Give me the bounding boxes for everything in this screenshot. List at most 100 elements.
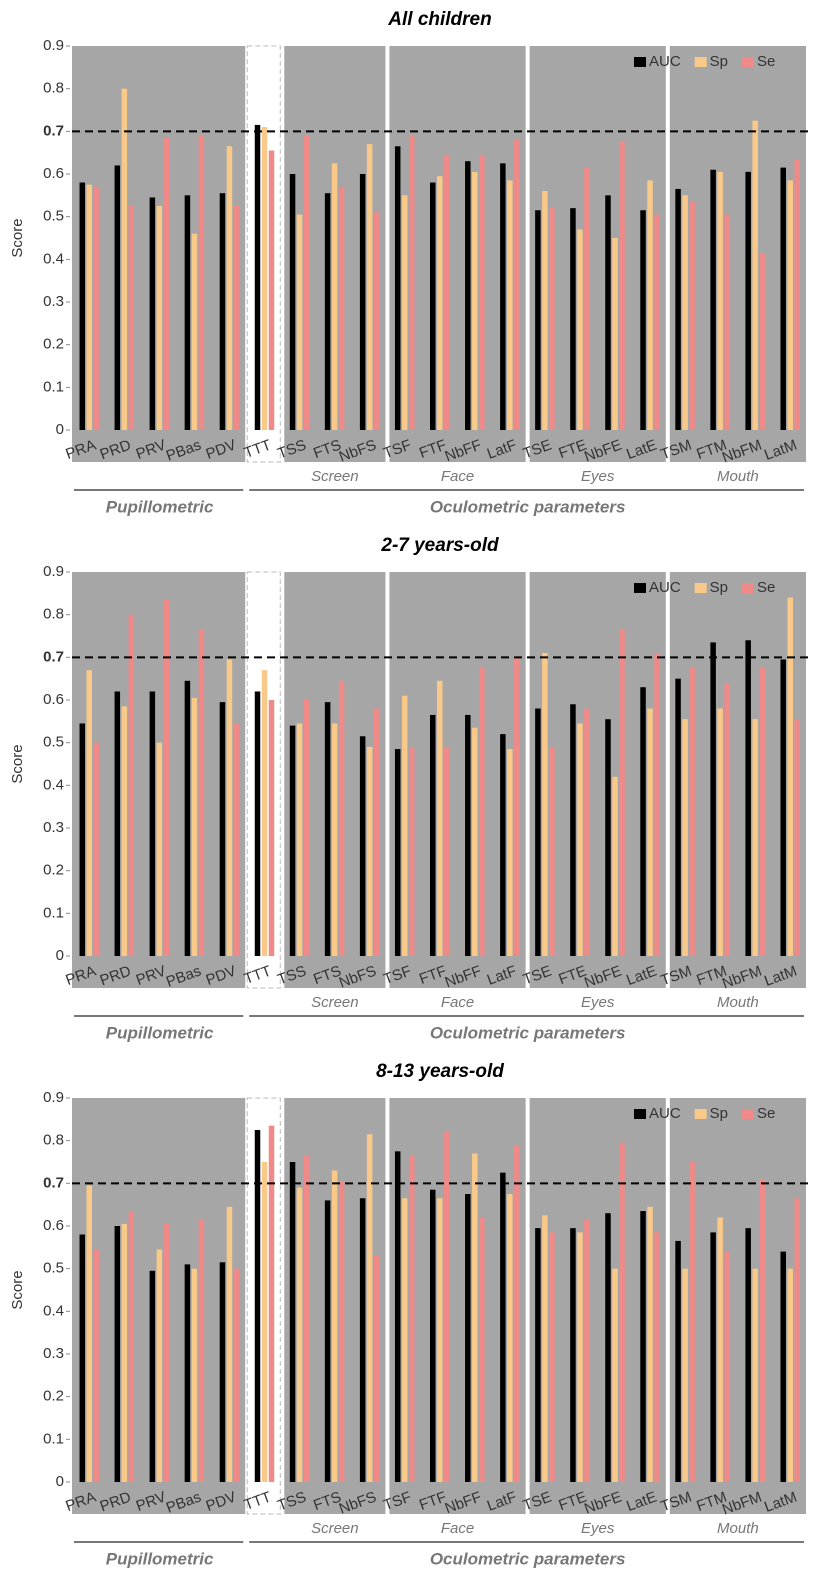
bar [296,723,303,956]
bar [479,154,485,431]
group-label: Mouth [717,1520,759,1537]
y-tick-label: 0.5 [43,208,64,225]
y-tick-label: 0.1 [43,378,64,395]
bar [359,736,366,956]
bar [233,723,240,956]
bar [184,195,191,430]
bar [710,642,716,956]
bar [514,1144,520,1482]
bar [226,1206,233,1482]
bar [472,171,478,430]
bar [233,1268,240,1482]
legend-swatch [694,583,707,593]
bar [121,706,128,956]
bar [605,195,611,430]
bar [191,233,198,430]
bar [689,1162,695,1482]
y-tick-label: 0.8 [43,606,64,623]
bar [745,1228,751,1482]
bar [408,135,415,430]
bar [289,725,296,956]
bar [226,146,233,430]
y-axis-label: Score [9,1270,26,1309]
bar [724,1251,730,1482]
bar [500,1172,506,1482]
bar [394,1151,401,1482]
bar [472,727,478,956]
bar [114,1226,121,1482]
bar [261,1162,268,1482]
bar [198,1219,205,1482]
supergroup-label: Oculometric parameters [430,1023,626,1042]
y-tick-label: 0.9 [43,563,64,580]
bar [121,88,128,431]
bar [338,680,345,956]
bar [128,1211,135,1482]
bar [289,174,296,430]
legend-label: Sp [710,53,728,70]
bar [570,1228,576,1482]
bar [780,659,786,956]
bar [535,1228,541,1482]
bar [191,697,198,956]
bar [759,252,765,430]
bar [640,687,646,956]
bar [507,180,513,430]
bar [444,746,450,956]
bar [689,201,695,430]
group-label: Mouth [717,468,759,485]
legend-swatch [634,583,646,593]
group-label: Eyes [581,1520,615,1537]
bar [121,1223,128,1482]
bar [787,180,793,430]
bar [535,210,541,430]
bar [794,1198,800,1482]
bar [752,120,758,431]
bar [163,1223,170,1482]
bar [149,691,156,956]
chart-title: 8-13 years-old [376,1061,504,1082]
bar [542,653,548,956]
bar [79,723,86,956]
y-tick-label: 0.8 [43,80,64,97]
bar [114,165,121,430]
legend-swatch [694,1109,707,1119]
bar [394,749,401,956]
bar [156,742,163,956]
bar [794,159,800,431]
bar [268,150,275,431]
bar [654,653,660,956]
supergroup-label: Pupillometric [106,497,214,516]
bar [444,154,450,431]
y-tick-label: 0.6 [43,1217,64,1234]
bar [128,206,135,430]
bar [86,670,93,956]
chart-title: 2-7 years-old [380,535,499,556]
bar [359,174,366,430]
bar [500,734,506,956]
bar [408,1155,415,1482]
bar [93,186,100,430]
bar [219,193,226,430]
supergroup-label: Oculometric parameters [430,1549,626,1568]
legend-label: Se [757,579,775,596]
bar [430,714,436,956]
bar [289,1162,296,1482]
bar [500,163,506,431]
bar [759,1179,765,1482]
y-tick-label: 0.4 [43,776,64,793]
bar [479,1217,485,1482]
bar [408,746,415,956]
group-label: Eyes [581,994,615,1011]
legend-swatch [694,57,707,67]
bar [465,161,471,430]
bar [401,195,408,430]
legend-label: Se [757,1105,775,1122]
group-label: Screen [311,468,359,485]
bar [86,184,93,430]
bar [156,206,163,430]
bar [184,680,191,956]
bar [479,668,485,956]
bar [261,127,268,431]
bar [401,1198,408,1482]
